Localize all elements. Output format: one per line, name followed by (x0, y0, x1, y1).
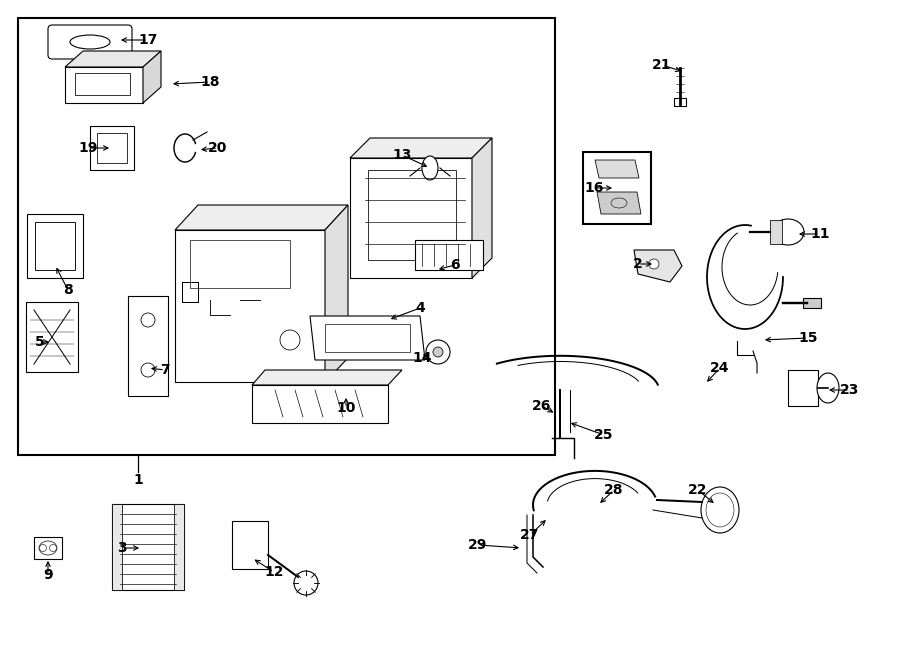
Polygon shape (143, 51, 161, 103)
Bar (112, 504, 122, 590)
Polygon shape (325, 205, 348, 382)
Bar (34, 537, 62, 559)
Text: 17: 17 (139, 33, 158, 47)
Polygon shape (634, 250, 682, 282)
Bar (583, 152, 651, 224)
Text: 22: 22 (688, 483, 707, 497)
Circle shape (40, 545, 47, 551)
Text: 23: 23 (841, 383, 859, 397)
Circle shape (433, 347, 443, 357)
Bar (674, 98, 686, 106)
Text: 10: 10 (337, 401, 356, 415)
Bar (368, 170, 456, 260)
Bar (415, 240, 483, 270)
Polygon shape (350, 158, 472, 278)
Bar (75, 73, 130, 95)
Circle shape (141, 363, 155, 377)
Bar (174, 504, 184, 590)
Bar (26, 302, 78, 372)
Bar (128, 296, 168, 396)
Text: 21: 21 (652, 58, 671, 72)
Circle shape (280, 330, 300, 350)
Text: 6: 6 (450, 258, 460, 272)
Text: 27: 27 (520, 528, 540, 542)
Bar (190, 240, 290, 288)
Bar (27, 214, 83, 278)
Polygon shape (252, 370, 402, 385)
Text: 18: 18 (200, 75, 220, 89)
Polygon shape (65, 67, 143, 103)
Ellipse shape (701, 487, 739, 533)
Text: 1: 1 (133, 473, 143, 487)
Circle shape (294, 571, 318, 595)
Ellipse shape (817, 373, 839, 403)
Polygon shape (65, 51, 161, 67)
Text: 24: 24 (710, 361, 730, 375)
Ellipse shape (422, 156, 438, 180)
Polygon shape (597, 192, 641, 214)
Bar (325, 324, 410, 352)
Polygon shape (252, 385, 388, 423)
Text: 8: 8 (63, 283, 73, 297)
Text: 5: 5 (35, 335, 45, 349)
Text: 20: 20 (208, 141, 228, 155)
Text: 9: 9 (43, 568, 53, 582)
FancyBboxPatch shape (48, 25, 132, 59)
Ellipse shape (70, 35, 110, 49)
Polygon shape (310, 316, 425, 360)
Bar (232, 521, 268, 569)
Text: 28: 28 (604, 483, 624, 497)
Text: 19: 19 (78, 141, 98, 155)
Polygon shape (175, 205, 348, 230)
Bar (18, 18, 555, 455)
Bar (97, 133, 127, 163)
Ellipse shape (772, 219, 804, 245)
Bar (112, 504, 184, 590)
Text: 2: 2 (633, 257, 643, 271)
Polygon shape (472, 138, 492, 278)
Text: 3: 3 (117, 541, 127, 555)
Text: 26: 26 (532, 399, 552, 413)
Bar (788, 370, 818, 406)
Polygon shape (350, 138, 492, 158)
Text: 16: 16 (584, 181, 604, 195)
Text: 14: 14 (412, 351, 432, 365)
Text: 4: 4 (415, 301, 425, 315)
Text: 25: 25 (594, 428, 614, 442)
Text: 12: 12 (265, 565, 284, 579)
Bar (35, 222, 75, 270)
Bar (803, 298, 821, 308)
Text: 7: 7 (160, 363, 170, 377)
Circle shape (426, 340, 450, 364)
Text: 29: 29 (468, 538, 488, 552)
Circle shape (141, 313, 155, 327)
Bar (770, 220, 782, 244)
Text: 15: 15 (798, 331, 818, 345)
Polygon shape (595, 160, 639, 178)
Bar (90, 126, 134, 170)
Polygon shape (175, 230, 325, 382)
Circle shape (50, 545, 57, 551)
Circle shape (649, 259, 659, 269)
Text: 11: 11 (810, 227, 830, 241)
Text: 13: 13 (392, 148, 411, 162)
